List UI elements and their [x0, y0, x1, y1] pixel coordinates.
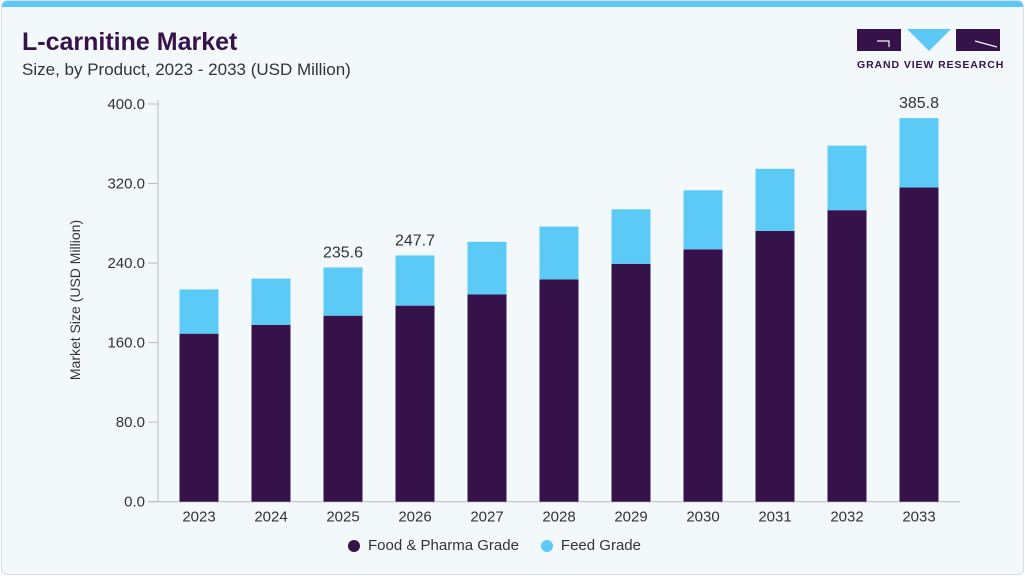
- bar-food-pharma-2031: [755, 230, 795, 502]
- bar-food-pharma-2030: [683, 249, 723, 502]
- x-tick-label: 2024: [254, 509, 287, 526]
- bar-food-pharma-2023: [179, 333, 219, 502]
- bar-food-pharma-2027: [467, 294, 507, 502]
- logo-text: GRAND VIEW RESEARCH: [857, 59, 1005, 71]
- data-label: 385.8: [899, 95, 939, 112]
- legend-item-feed[interactable]: Feed Grade: [540, 537, 641, 554]
- legend-label: Feed Grade: [560, 537, 641, 554]
- y-tick-label: 160.0: [107, 335, 145, 352]
- bar-feed-2027: [467, 241, 507, 295]
- x-tick-label: 2026: [398, 509, 431, 526]
- bar-feed-2032: [827, 145, 867, 211]
- legend-item-food-pharma[interactable]: Food & Pharma Grade: [348, 537, 519, 554]
- grand-view-research-logo: [857, 29, 1000, 51]
- bar-feed-2030: [683, 190, 723, 250]
- x-tick-label: 2023: [182, 509, 215, 526]
- bar-food-pharma-2026: [395, 305, 435, 502]
- y-axis-title: Market Size (USD Million): [67, 220, 83, 380]
- y-tick-label: 320.0: [107, 176, 145, 193]
- x-tick-label: 2032: [830, 509, 863, 526]
- bar-feed-2025: [323, 267, 363, 316]
- y-tick-label: 400.0: [107, 96, 145, 113]
- bar-feed-2029: [611, 209, 651, 264]
- x-tick-label: 2027: [470, 509, 503, 526]
- bar-feed-2028: [539, 226, 579, 280]
- y-tick-label: 0.0: [124, 494, 145, 511]
- bar-feed-2033: [899, 118, 939, 188]
- x-tick-label: 2028: [542, 509, 575, 526]
- x-tick-label: 2029: [614, 509, 647, 526]
- bar-food-pharma-2025: [323, 315, 363, 502]
- bar-food-pharma-2024: [251, 324, 291, 502]
- x-tick-label: 2030: [686, 509, 719, 526]
- bar-feed-2024: [251, 278, 291, 325]
- bar-food-pharma-2033: [899, 187, 939, 502]
- x-tick-label: 2025: [326, 509, 359, 526]
- y-tick-label: 240.0: [107, 255, 145, 272]
- x-tick-label: 2033: [902, 509, 935, 526]
- top-accent-bar: [2, 1, 1023, 7]
- chart-subtitle: Size, by Product, 2023 - 2033 (USD Milli…: [22, 60, 351, 79]
- bar-feed-2026: [395, 255, 435, 306]
- legend-swatch-feed: [540, 539, 553, 552]
- bar-food-pharma-2029: [611, 263, 651, 502]
- chart-title: L-carnitine Market: [22, 28, 238, 56]
- data-label: 235.6: [323, 244, 363, 261]
- bar-feed-2031: [755, 168, 795, 231]
- legend-swatch-food-pharma: [348, 539, 360, 552]
- y-tick-label: 80.0: [116, 414, 145, 431]
- bar-feed-2023: [179, 289, 219, 334]
- bar-food-pharma-2032: [827, 210, 867, 502]
- legend-label: Food & Pharma Grade: [368, 537, 519, 554]
- data-label: 247.7: [395, 232, 435, 249]
- x-tick-label: 2031: [758, 509, 791, 526]
- bar-food-pharma-2028: [539, 279, 579, 502]
- legend: Food & Pharma Grade Feed Grade: [348, 537, 641, 554]
